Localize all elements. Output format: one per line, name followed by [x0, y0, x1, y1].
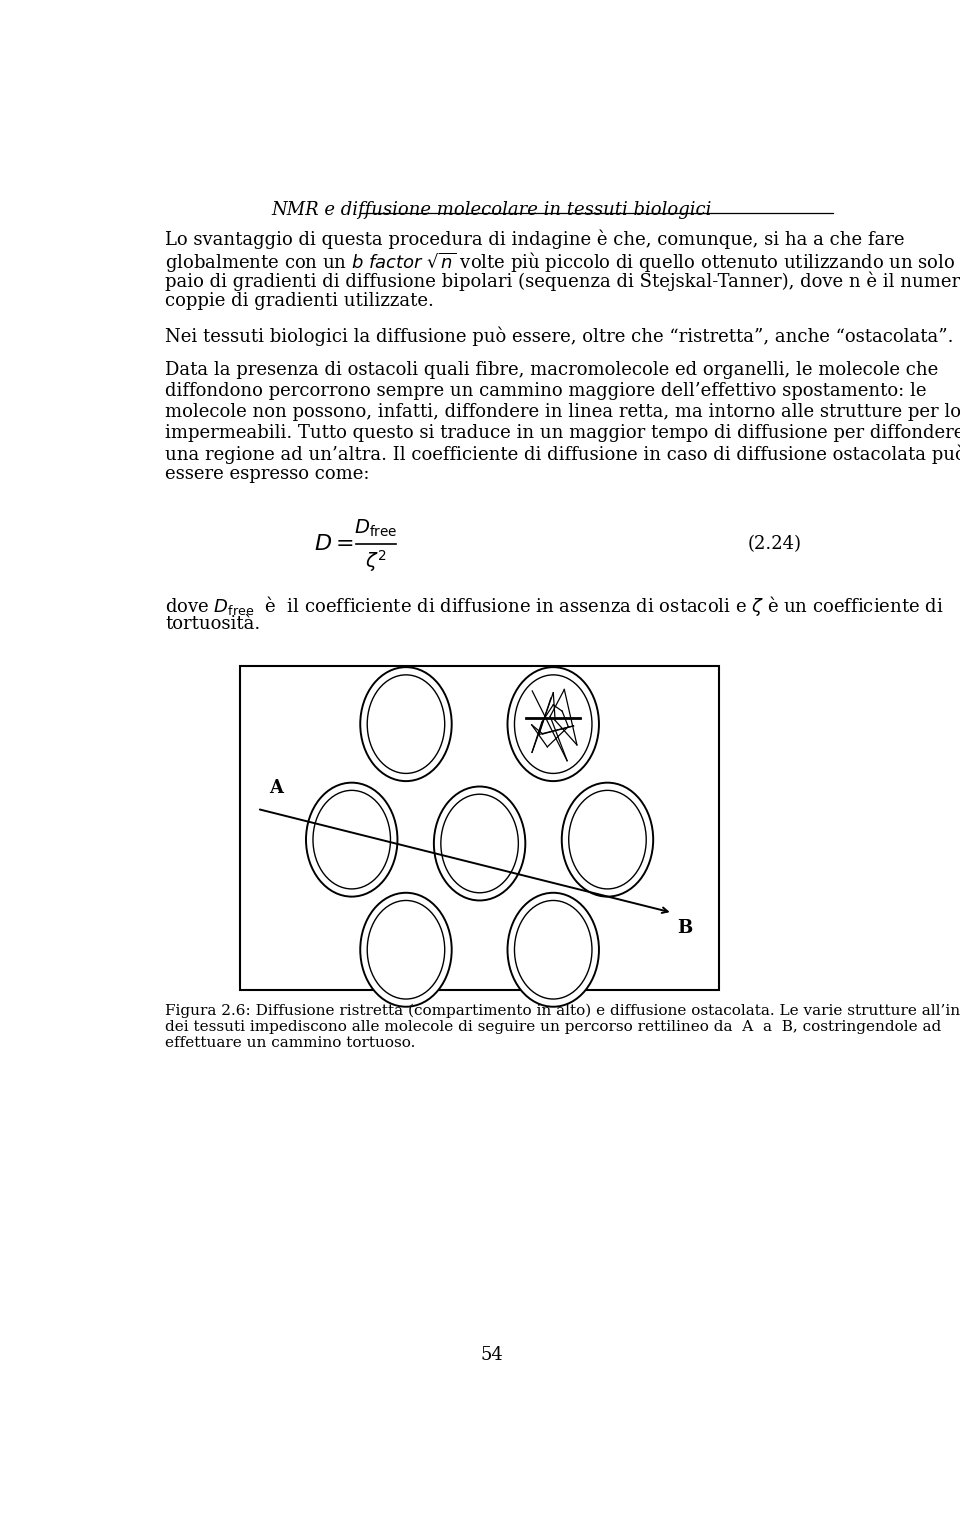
Text: Nei tessuti biologici la diffusione può essere, oltre che “ristretta”, anche “os: Nei tessuti biologici la diffusione può … — [165, 327, 953, 346]
Ellipse shape — [368, 675, 444, 774]
Ellipse shape — [434, 786, 525, 901]
Text: Figura 2.6: Diffusione ristretta (compartimento in alto) e diffusione ostacolata: Figura 2.6: Diffusione ristretta (compar… — [165, 1004, 960, 1017]
Text: una regione ad un’altra. Il coefficiente di diffusione in caso di diffusione ost: una regione ad un’altra. Il coefficiente… — [165, 445, 960, 464]
Text: $D_{\mathrm{free}}$: $D_{\mathrm{free}}$ — [354, 519, 397, 539]
Text: molecole non possono, infatti, diffondere in linea retta, ma intorno alle strutt: molecole non possono, infatti, diffonder… — [165, 402, 960, 421]
Text: tortuosità.: tortuosità. — [165, 615, 260, 633]
Text: B: B — [677, 920, 692, 936]
Text: A: A — [269, 779, 283, 797]
Text: 54: 54 — [481, 1346, 503, 1365]
Text: (2.24): (2.24) — [748, 536, 802, 552]
Ellipse shape — [508, 894, 599, 1007]
Ellipse shape — [441, 794, 518, 894]
Text: coppie di gradienti utilizzate.: coppie di gradienti utilizzate. — [165, 292, 434, 311]
Text: $\zeta^{2}$: $\zeta^{2}$ — [365, 548, 387, 574]
Bar — [240, 667, 719, 990]
Ellipse shape — [515, 901, 592, 999]
Ellipse shape — [515, 675, 592, 774]
Ellipse shape — [360, 894, 452, 1007]
Ellipse shape — [508, 667, 599, 782]
Text: globalmente con un $b$ $\mathit{factor}$ $\sqrt{n}$ volte più piccolo di quello : globalmente con un $b$ $\mathit{factor}$… — [165, 251, 955, 275]
Text: diffondono percorrono sempre un cammino maggiore dell’effettivo spostamento: le: diffondono percorrono sempre un cammino … — [165, 382, 926, 401]
Text: NMR e diffusione molecolare in tessuti biologici: NMR e diffusione molecolare in tessuti b… — [272, 200, 712, 219]
Text: effettuare un cammino tortuoso.: effettuare un cammino tortuoso. — [165, 1036, 416, 1050]
Text: essere espresso come:: essere espresso come: — [165, 465, 370, 483]
Text: paio di gradienti di diffusione bipolari (sequenza di Stejskal-Tanner), dove n è: paio di gradienti di diffusione bipolari… — [165, 271, 960, 291]
Text: Data la presenza di ostacoli quali fibre, macromolecole ed organelli, le molecol: Data la presenza di ostacoli quali fibre… — [165, 361, 938, 379]
Text: dei tessuti impediscono alle molecole di seguire un percorso rettilineo da  A  a: dei tessuti impediscono alle molecole di… — [165, 1021, 941, 1034]
Ellipse shape — [568, 791, 646, 889]
Ellipse shape — [313, 791, 391, 889]
Text: impermeabili. Tutto questo si traduce in un maggior tempo di diffusione per diff: impermeabili. Tutto questo si traduce in… — [165, 424, 960, 442]
Ellipse shape — [360, 667, 452, 782]
Text: $D = $: $D = $ — [314, 532, 353, 555]
Text: dove $D_{\mathrm{free}}$  è  il coefficiente di diffusione in assenza di ostacol: dove $D_{\mathrm{free}}$ è il coefficien… — [165, 594, 944, 618]
Ellipse shape — [306, 783, 397, 897]
Ellipse shape — [562, 783, 653, 897]
Text: Lo svantaggio di questa procedura di indagine è che, comunque, si ha a che fare: Lo svantaggio di questa procedura di ind… — [165, 230, 904, 249]
Ellipse shape — [368, 901, 444, 999]
